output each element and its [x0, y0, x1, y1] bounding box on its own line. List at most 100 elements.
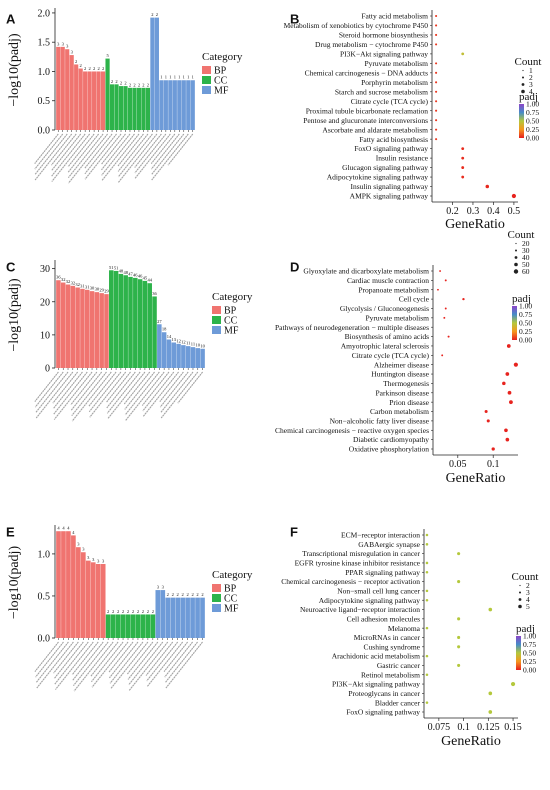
x-category-label-stroke — [165, 641, 203, 689]
legend-swatch-MF — [212, 604, 221, 612]
bar-count-label: 2 — [137, 609, 139, 614]
bar-count-label: 3 — [157, 585, 160, 590]
bar-CC — [127, 87, 133, 130]
panel-label: B — [290, 12, 299, 27]
y-tick-label: 1.0 — [38, 549, 51, 560]
padj-colorbar — [519, 104, 524, 138]
count-legend-dot — [515, 249, 517, 252]
count-legend-dot — [521, 89, 525, 94]
count-legend-label: 3 — [526, 588, 530, 597]
bar-count-label: 2 — [142, 609, 144, 614]
bar-count-label: 14 — [167, 334, 172, 339]
count-legend-label: 1 — [529, 66, 533, 75]
padj-legend-title: padj — [516, 623, 535, 635]
data-point — [457, 580, 461, 584]
bar-count-label: 31 — [85, 284, 90, 289]
bar-MF — [181, 80, 186, 130]
bar-CC — [125, 614, 131, 638]
term-label: Proteoglycans in cancer — [348, 689, 420, 698]
bar-count-label: 48 — [123, 270, 128, 275]
bar-count-label: 2 — [89, 66, 91, 71]
x-category-label-stroke — [128, 641, 169, 691]
bar-BP — [70, 285, 76, 368]
padj-tick-label: 1.00 — [523, 632, 536, 641]
padj-legend-title: padj — [512, 293, 531, 305]
y-tick-label: 0 — [45, 364, 50, 375]
bar-BP — [56, 531, 61, 638]
bar-count-label: 4 — [67, 526, 70, 531]
bar-count-label: 2 — [156, 12, 158, 17]
term-label: Thermogenesis — [383, 379, 429, 388]
x-category-label-stroke — [108, 641, 139, 679]
bar-count-label: 3 — [102, 559, 105, 564]
bar-MF — [157, 324, 162, 368]
panel-label: C — [6, 260, 16, 275]
bar-BP — [61, 531, 66, 638]
padj-legend-title: padj — [519, 91, 538, 103]
bar-count-label: 12 — [181, 340, 186, 345]
x-tick-label: 0.125 — [477, 722, 500, 733]
legend-label-CC: CC — [214, 76, 228, 87]
bar-CC — [150, 614, 156, 638]
term-label: Oxidative phosphorylation — [349, 445, 429, 454]
bar-CC — [118, 86, 124, 130]
bar-MF — [168, 80, 173, 130]
x-category-label-stroke — [67, 133, 95, 168]
term-label: Proximal tubule bicarbonate reclamation — [306, 106, 428, 115]
bar-count-label: 18 — [162, 327, 167, 332]
x-category-label-stroke — [35, 371, 74, 419]
term-label: FoxO signaling pathway — [346, 708, 420, 717]
bar-CC — [105, 58, 110, 130]
x-category-label-stroke — [71, 641, 99, 676]
bar-count-label: 4 — [62, 526, 65, 531]
bar-count-label: 32 — [75, 282, 80, 287]
data-point — [447, 335, 450, 338]
padj-tick-label: 0.25 — [519, 327, 532, 336]
x-tick-label: 0.3 — [467, 206, 480, 217]
bar-BP — [94, 292, 100, 368]
data-point — [461, 175, 465, 179]
data-point — [502, 381, 506, 386]
count-legend-dot — [522, 69, 524, 72]
term-label: AMPK signaling pathway — [350, 192, 429, 201]
bar-count-label: 3 — [57, 41, 60, 46]
bar-count-label: 45 — [143, 275, 148, 280]
bar-BP — [76, 547, 81, 638]
bar-count-label: 3 — [77, 542, 80, 547]
bar-count-label: 2 — [186, 592, 188, 597]
x-category-label-stroke — [124, 371, 160, 416]
bar-count-label: 4 — [72, 530, 75, 535]
bar-count-label: 3 — [71, 50, 74, 55]
bar-MF — [200, 348, 205, 368]
bar-CC — [142, 280, 148, 368]
data-point — [505, 372, 510, 376]
term-label: PI3K−Akt signaling pathway — [332, 680, 420, 689]
x-category-label-stroke — [51, 133, 82, 172]
padj-tick-label: 0.25 — [526, 125, 539, 134]
bar-CC — [109, 84, 115, 130]
bar-count-label: 2 — [111, 79, 113, 84]
bar-count-label: 36 — [152, 291, 157, 296]
term-label: FoxO signaling pathway — [354, 144, 428, 153]
data-point — [462, 297, 465, 301]
panel-label: E — [6, 525, 15, 540]
bar-BP — [56, 46, 61, 130]
term-label: Alzheimer disease — [374, 360, 430, 369]
bar-count-label: 2 — [177, 592, 179, 597]
data-point — [435, 43, 438, 46]
y-tick-label: 1.5 — [38, 38, 51, 49]
padj-tick-label: 0.50 — [519, 319, 532, 328]
count-legend-dot — [519, 584, 521, 587]
x-category-label-stroke — [123, 371, 151, 405]
bar-CC — [133, 277, 138, 368]
bar-MF — [163, 80, 168, 130]
bar-count-label: 36 — [56, 275, 61, 280]
x-category-label-stroke — [34, 133, 68, 175]
term-label: Propanoate metabolism — [358, 285, 429, 294]
x-category-label-stroke — [101, 133, 140, 182]
term-label: Non−alcoholic fatty liver disease — [330, 416, 430, 425]
bar-count-label: 2 — [75, 59, 77, 64]
x-category-label-stroke — [34, 133, 59, 164]
x-category-label-stroke — [71, 371, 112, 422]
term-label: Cushing syndrome — [364, 642, 421, 651]
